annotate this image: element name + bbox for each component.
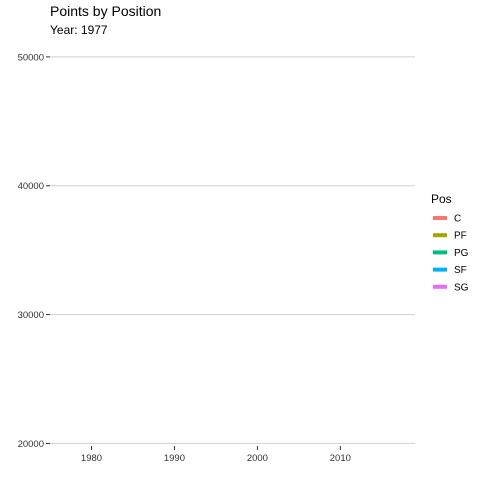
legend-key-sf: [433, 267, 447, 272]
legend-label-sg: SG: [454, 282, 469, 293]
legend-label-pf: PF: [454, 231, 467, 242]
x-tick-label: 1990: [164, 453, 185, 464]
legend: Pos C PF PG SF SG: [431, 192, 469, 293]
legend-label-pg: PG: [454, 248, 469, 259]
y-tick-label: 40000: [18, 181, 44, 192]
legend-label-c: C: [454, 214, 461, 225]
y-tick-label: 50000: [18, 52, 44, 63]
legend-label-sf: SF: [454, 265, 467, 276]
x-tick-label: 2010: [330, 453, 351, 464]
x-tick-label: 2000: [247, 453, 268, 464]
legend-key-pf: [433, 233, 447, 238]
x-tick-label: 1980: [81, 453, 102, 464]
legend-key-c: [433, 216, 447, 220]
chart-subtitle: Year: 1977: [50, 23, 108, 37]
legend-title: Pos: [431, 192, 452, 206]
legend-key-pg: [433, 250, 447, 255]
legend-key-sg: [433, 284, 447, 289]
plot-area: 20000 30000 40000 50000 1980 1990 2000 2010: [18, 52, 415, 464]
chart-title: Points by Position: [50, 3, 161, 19]
y-tick-label: 20000: [18, 439, 44, 450]
y-tick-label: 30000: [18, 310, 44, 321]
